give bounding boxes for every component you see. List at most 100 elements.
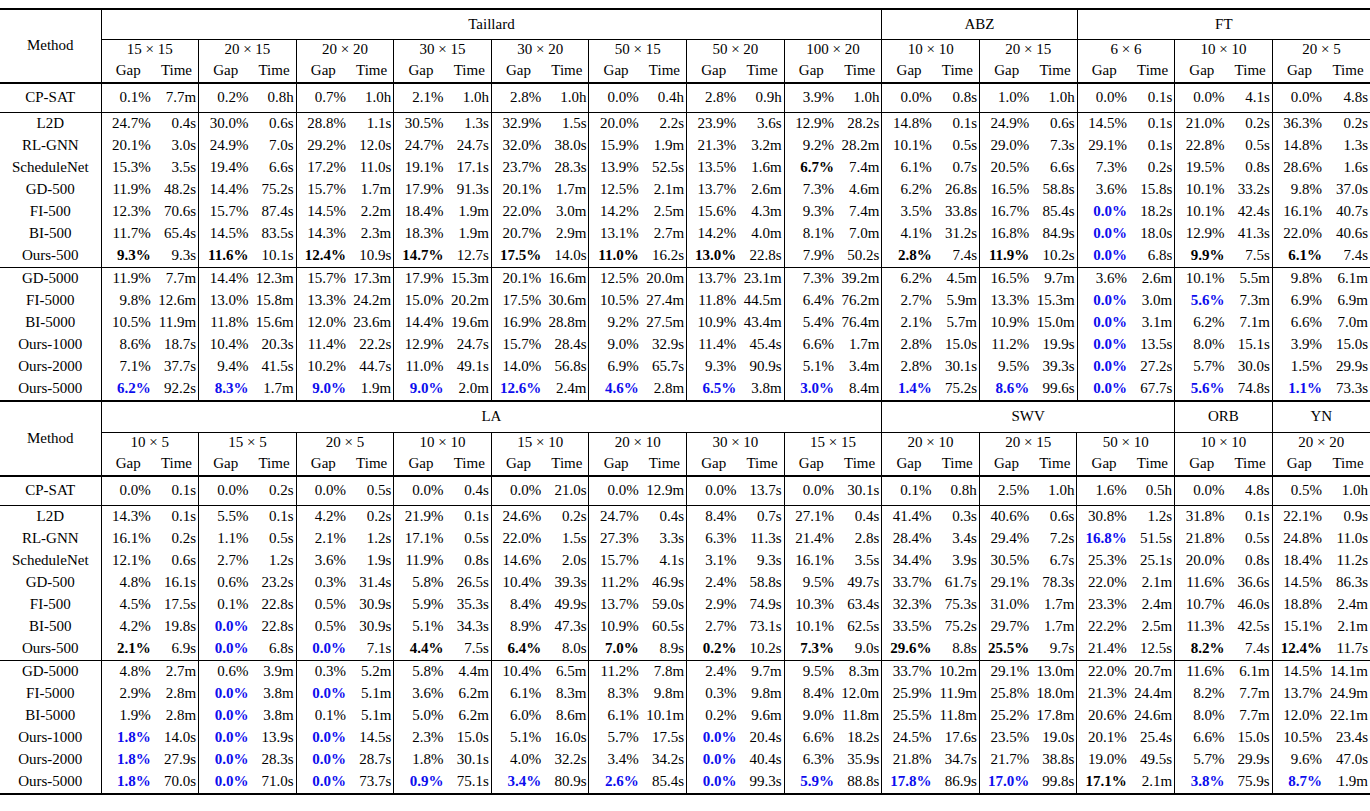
gap-cell: 15.7% xyxy=(199,201,253,223)
method-cell: Ours-1000 xyxy=(0,727,101,749)
time-header: Time xyxy=(350,60,394,83)
size-header: 20 × 5 xyxy=(1272,39,1370,60)
results-table-1: MethodTaillardABZFT15 × 1520 × 1520 × 20… xyxy=(0,8,1370,402)
time-cell: 0.8h xyxy=(252,83,296,113)
method-cell: CP-SAT xyxy=(0,476,101,506)
gap-cell: 21.7% xyxy=(979,749,1033,771)
gap-cell: 11.3% xyxy=(1175,616,1229,638)
time-cell: 9.3s xyxy=(155,245,199,268)
time-cell: 75.2s xyxy=(252,179,296,201)
time-cell: 1.0h xyxy=(838,83,882,113)
gap-cell: 14.6% xyxy=(491,550,545,572)
time-cell: 7.5s xyxy=(1229,245,1273,268)
gap-cell: 20.7% xyxy=(491,223,545,245)
time-cell: 7.0s xyxy=(252,135,296,157)
time-cell: 15.1s xyxy=(1229,334,1273,356)
gap-cell: 13.1% xyxy=(589,223,643,245)
time-cell: 3.9m xyxy=(252,661,296,684)
gap-header: Gap xyxy=(296,60,350,83)
time-cell: 2.0m xyxy=(448,378,492,401)
gap-cell: 1.8% xyxy=(394,749,448,771)
time-cell: 2.4m xyxy=(1326,594,1370,616)
time-cell: 34.2s xyxy=(643,749,687,771)
gap-header: Gap xyxy=(784,453,838,476)
size-header: 20 × 5 xyxy=(296,432,394,453)
time-cell: 73.7s xyxy=(350,771,394,794)
gap-cell: 21.0% xyxy=(1175,113,1229,136)
gap-cell: 20.6% xyxy=(1077,705,1131,727)
time-cell: 91.3s xyxy=(448,179,492,201)
time-cell: 13.5s xyxy=(1131,334,1175,356)
gap-cell: 4.8% xyxy=(101,661,155,684)
time-cell: 0.1s xyxy=(155,506,199,529)
time-cell: 1.7m xyxy=(1033,594,1077,616)
time-cell: 12.7s xyxy=(448,245,492,268)
gap-cell: 24.8% xyxy=(1272,528,1326,550)
gap-cell: 2.8% xyxy=(491,83,545,113)
gap-cell: 0.3% xyxy=(296,572,350,594)
time-cell: 3.0m xyxy=(545,201,589,223)
gap-time-header-row: GapTimeGapTimeGapTimeGapTimeGapTimeGapTi… xyxy=(0,60,1370,83)
time-cell: 16.0s xyxy=(545,727,589,749)
gap-cell: 10.4% xyxy=(491,572,545,594)
time-cell: 20.7m xyxy=(1131,661,1175,684)
gap-cell: 2.1% xyxy=(394,83,448,113)
size-header: 10 × 10 xyxy=(882,39,980,60)
gap-cell: 3.9% xyxy=(1272,334,1326,356)
gap-cell: 5.0% xyxy=(394,705,448,727)
method-block-1: L2D14.3%0.1s5.5%0.1s4.2%0.2s21.9%0.1s24.… xyxy=(0,506,1370,661)
time-cell: 8.8s xyxy=(936,638,980,661)
table-row: Ours-50006.2%92.2s8.3%1.7m9.0%1.9m9.0%2.… xyxy=(0,378,1370,401)
time-cell: 17.1s xyxy=(448,157,492,179)
gap-cell: 25.5% xyxy=(882,705,936,727)
time-cell: 67.7s xyxy=(1131,378,1175,401)
gap-cell: 41.4% xyxy=(882,506,936,529)
gap-cell: 5.8% xyxy=(394,572,448,594)
time-cell: 24.4m xyxy=(1131,683,1175,705)
gap-cell: 15.7% xyxy=(491,334,545,356)
gap-cell: 9.5% xyxy=(784,572,838,594)
time-cell: 18.0m xyxy=(1033,683,1077,705)
gap-cell: 11.2% xyxy=(589,572,643,594)
gap-cell: 10.1% xyxy=(882,135,936,157)
time-cell: 1.0h xyxy=(1033,476,1077,506)
gap-cell: 15.9% xyxy=(589,135,643,157)
time-cell: 28.2m xyxy=(838,135,882,157)
gap-cell: 8.4% xyxy=(687,506,741,529)
time-cell: 9.6m xyxy=(740,705,784,727)
time-cell: 56.8s xyxy=(545,356,589,378)
time-cell: 0.4h xyxy=(643,83,687,113)
time-cell: 74.8s xyxy=(1229,378,1273,401)
method-cell: ScheduleNet xyxy=(0,157,101,179)
time-cell: 1.7m xyxy=(1033,616,1077,638)
time-cell: 18.2s xyxy=(1131,201,1175,223)
gap-cell: 15.6% xyxy=(687,201,741,223)
gap-cell: 10.1% xyxy=(1175,179,1229,201)
table-row: CP-SAT0.0%0.1s0.0%0.2s0.0%0.5s0.0%0.4s0.… xyxy=(0,476,1370,506)
gap-cell: 12.5% xyxy=(589,268,643,291)
time-cell: 1.2s xyxy=(350,528,394,550)
time-cell: 7.7m xyxy=(1228,683,1272,705)
gap-cell: 12.3% xyxy=(101,201,155,223)
gap-cell: 13.0% xyxy=(199,290,253,312)
gap-cell: 1.0% xyxy=(980,83,1034,113)
time-cell: 73.1s xyxy=(740,616,784,638)
gap-cell: 6.9% xyxy=(1272,290,1326,312)
gap-cell: 19.4% xyxy=(199,157,253,179)
gap-cell: 11.6% xyxy=(1175,661,1229,684)
method-cell: L2D xyxy=(0,113,101,136)
gap-cell: 11.2% xyxy=(589,661,643,684)
time-cell: 1.0h xyxy=(545,83,589,113)
time-cell: 5.2m xyxy=(350,661,394,684)
gap-cell: 1.4% xyxy=(882,378,936,401)
time-cell: 2.1m xyxy=(643,179,687,201)
time-cell: 10.2s xyxy=(1033,245,1077,268)
size-header: 20 × 15 xyxy=(199,39,297,60)
time-cell: 50.2s xyxy=(838,245,882,268)
gap-cell: 17.0% xyxy=(979,771,1033,794)
time-cell: 17.5s xyxy=(643,727,687,749)
time-cell: 6.7s xyxy=(1033,550,1077,572)
gap-cell: 8.6% xyxy=(980,378,1034,401)
time-cell: 3.0s xyxy=(155,135,199,157)
gap-cell: 13.3% xyxy=(980,290,1034,312)
